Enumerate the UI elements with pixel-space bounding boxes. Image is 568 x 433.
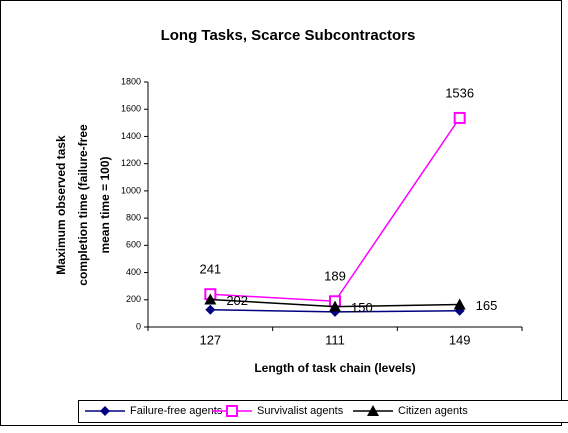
legend [78, 400, 568, 423]
y-tick-label: 1600 [121, 104, 141, 114]
marker [367, 405, 379, 416]
marker [453, 298, 466, 310]
y-axis-title: Maximum observed task completion time (f… [54, 124, 112, 286]
marker [329, 300, 341, 312]
data-label: 150 [351, 300, 373, 315]
marker [453, 111, 466, 124]
y-tick-label: 1200 [121, 158, 141, 168]
marker [204, 293, 217, 305]
data-label: 202 [226, 293, 248, 308]
chart-frame [0, 0, 562, 426]
y-axis-title-line: completion time (failure-free [76, 124, 90, 286]
y-tick-label: 600 [126, 240, 141, 250]
data-label: 241 [199, 262, 221, 277]
y-axis-title-line: mean time = 100) [98, 156, 112, 253]
y-tick-label: 1800 [121, 76, 141, 86]
chart-title: Long Tasks, Scarce Subcontractors [161, 27, 416, 44]
x-tick-label: 127 [199, 332, 221, 347]
data-label: 165 [476, 298, 498, 313]
marker [226, 405, 238, 417]
y-tick-label: 1400 [121, 131, 141, 141]
legend-label: Survivalist agents [257, 405, 344, 417]
y-tick-label: 1000 [121, 185, 141, 195]
legend-label: Citizen agents [398, 405, 468, 417]
y-tick-label: 400 [126, 267, 141, 277]
data-label: 1536 [445, 85, 474, 100]
marker [205, 304, 216, 315]
y-tick-label: 200 [126, 294, 141, 304]
data-label: 189 [324, 269, 346, 284]
x-axis-title: Length of task chain (levels) [254, 361, 415, 375]
x-tick-label: 149 [449, 332, 471, 347]
x-tick-label: 111 [325, 332, 345, 347]
y-tick-label: 0 [136, 321, 141, 331]
y-tick-label: 800 [126, 212, 141, 222]
y-axis-title-line: Maximum observed task [54, 135, 68, 275]
marker [100, 406, 110, 416]
legend-label: Failure-free agents [130, 405, 223, 417]
